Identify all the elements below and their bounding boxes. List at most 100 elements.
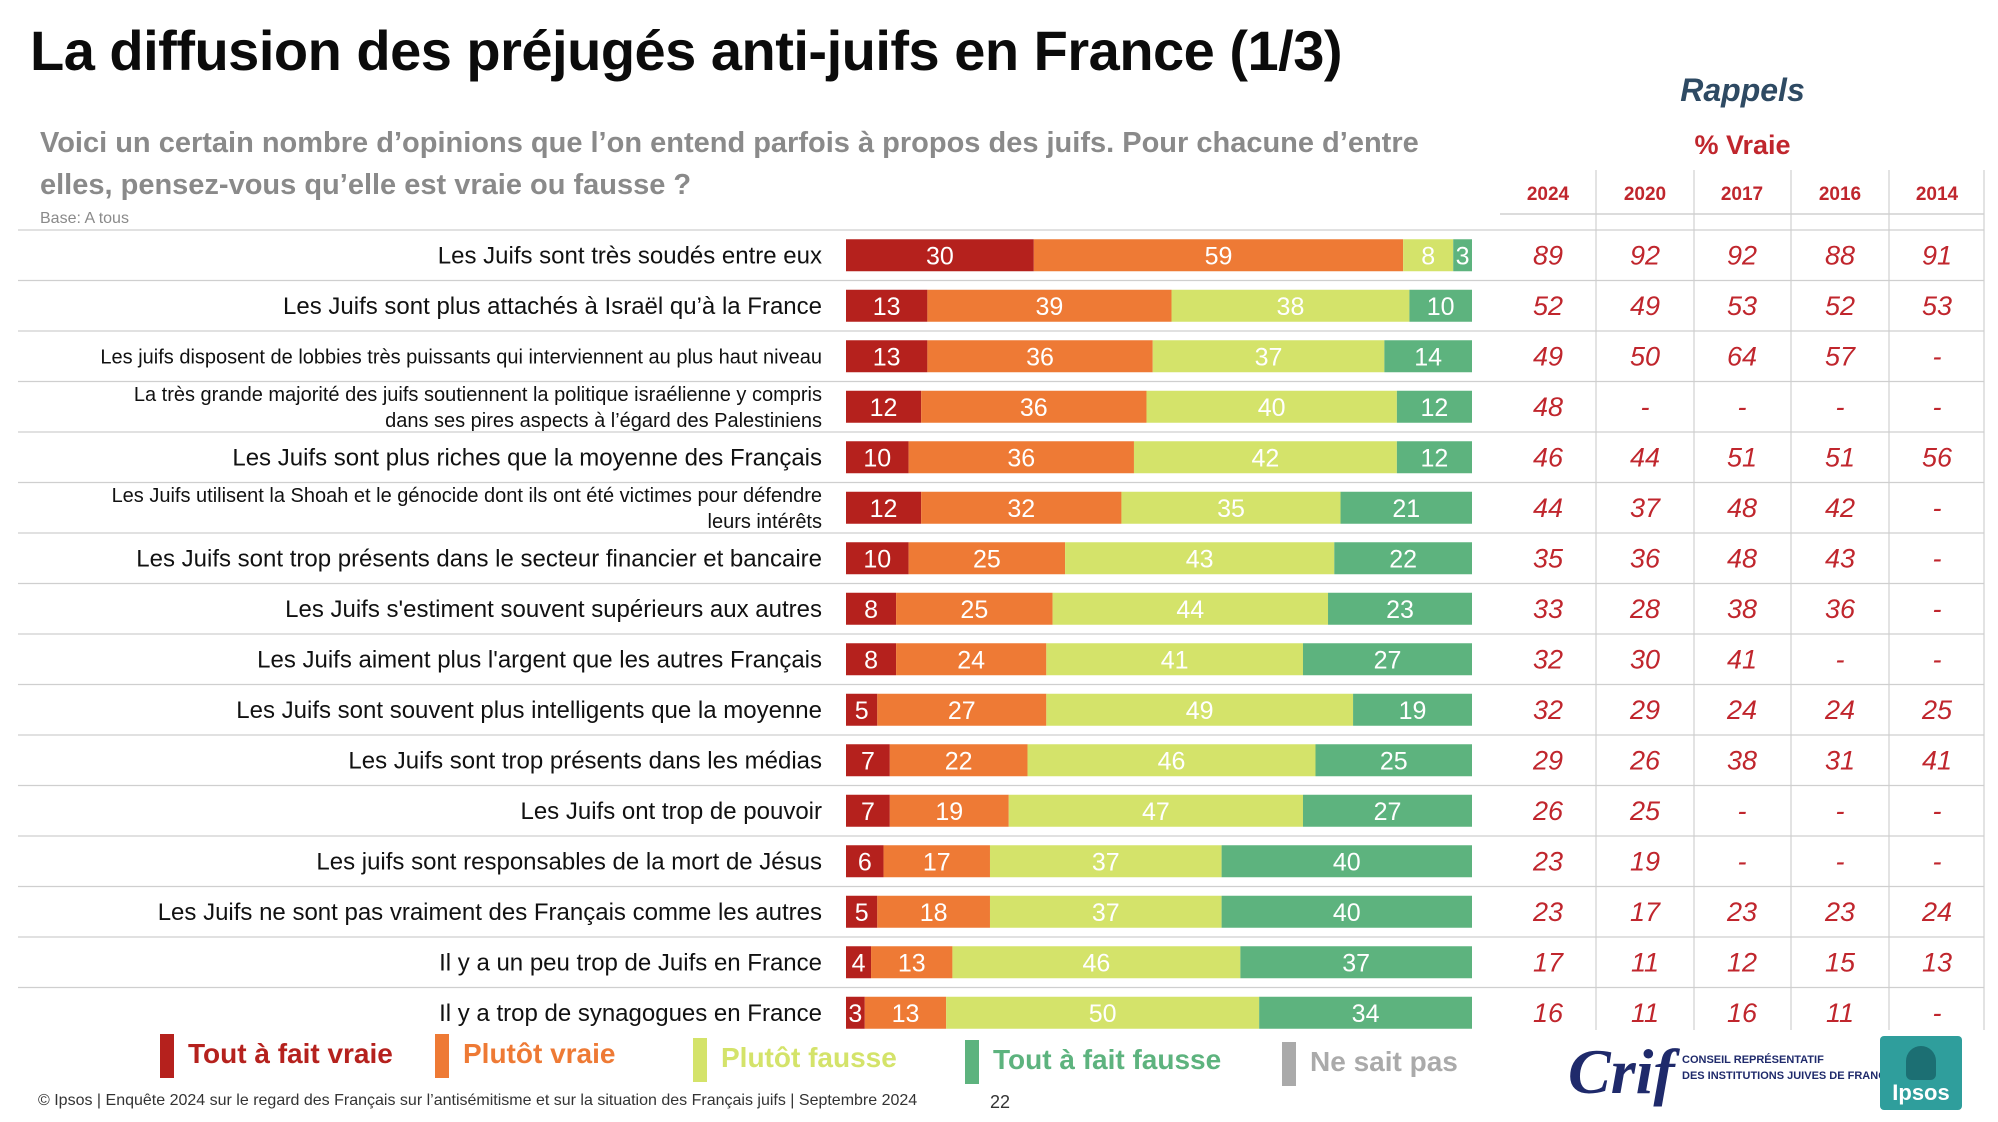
bar-segment: [846, 946, 872, 979]
category-label: La très grande majorité des juifs soutie…: [134, 384, 822, 406]
bar-segment: [896, 592, 1053, 625]
rappel-value-2017: 48: [1727, 493, 1757, 523]
rappel-value-2020: 49: [1630, 291, 1660, 321]
bar-value-label: 43: [1186, 545, 1214, 573]
rappel-value-2020: 25: [1629, 796, 1661, 826]
bar-segment: [889, 794, 1009, 827]
bar-value-label: 37: [1255, 343, 1283, 371]
bar-segment: [846, 289, 928, 322]
bar-value-label: 35: [1217, 495, 1245, 523]
bar-value-label: 27: [948, 697, 976, 725]
rappel-value-2017: 41: [1727, 644, 1757, 674]
bar-segment: [846, 794, 890, 827]
rappel-value-2016: -: [1836, 796, 1845, 826]
rappel-value-2017: 48: [1727, 543, 1757, 573]
rappel-value-2020: 36: [1630, 543, 1661, 573]
bar-value-label: 32: [1007, 495, 1035, 523]
crif-logo: Crif: [1568, 1036, 1675, 1107]
bar-segment: [846, 996, 865, 1029]
category-label: Il y a un peu trop de Juifs en France: [439, 950, 822, 977]
rappel-value-2024: 16: [1533, 998, 1564, 1028]
bar-segment: [989, 845, 1222, 878]
legend-swatch: [965, 1040, 979, 1084]
rappel-value-2024: 32: [1533, 644, 1563, 674]
rappel-value-2020: 92: [1630, 240, 1660, 270]
rappel-value-2020: 37: [1630, 493, 1661, 523]
rappel-value-2020: 29: [1629, 695, 1660, 725]
year-header-2017: 2017: [1721, 184, 1763, 205]
bar-segment: [989, 895, 1222, 928]
bar-segment: [1328, 592, 1472, 625]
bar-value-label: 39: [1036, 293, 1064, 321]
rappel-value-2014: 91: [1922, 240, 1952, 270]
bar-segment: [1046, 693, 1354, 726]
rappel-value-2016: -: [1836, 644, 1845, 674]
rappel-value-2017: -: [1738, 392, 1747, 422]
bar-segment: [1133, 441, 1397, 474]
bar-value-label: 19: [935, 798, 963, 826]
legend-swatch: [1282, 1042, 1296, 1086]
category-label: Les Juifs ont trop de pouvoir: [520, 798, 822, 825]
bar-segment: [1171, 289, 1410, 322]
rappel-value-2014: 56: [1922, 442, 1953, 472]
page-number: 22: [990, 1092, 1011, 1112]
bar-segment: [871, 946, 953, 979]
rappel-value-2016: 51: [1825, 442, 1855, 472]
category-label: Les Juifs aiment plus l'argent que les a…: [257, 647, 822, 674]
bar-value-label: 7: [861, 747, 875, 775]
bar-segment: [1027, 744, 1316, 777]
rappel-value-2016: 36: [1825, 594, 1856, 624]
bar-segment: [1152, 340, 1385, 373]
bar-value-label: 47: [1142, 798, 1170, 826]
rappel-value-2024: 29: [1532, 745, 1563, 775]
bar-value-label: 38: [1277, 293, 1305, 321]
rappel-value-2016: 24: [1824, 695, 1855, 725]
legend-label: Ne sait pas: [1310, 1046, 1458, 1077]
bar-segment: [846, 592, 897, 625]
bar-value-label: 24: [957, 646, 985, 674]
bar-value-label: 21: [1392, 495, 1420, 523]
bar-value-label: 34: [1352, 1000, 1380, 1028]
bar-value-label: 13: [873, 293, 901, 321]
bar-value-label: 5: [855, 697, 869, 725]
rappel-value-2014: 53: [1922, 291, 1952, 321]
pct-vraie-heading: % Vraie: [1694, 130, 1791, 160]
page-title: La diffusion des préjugés anti-juifs en …: [30, 19, 1343, 82]
bar-segment: [1396, 441, 1472, 474]
category-label: Il y a trop de synagogues en France: [439, 1000, 822, 1027]
bar-segment: [1334, 542, 1472, 575]
rappel-value-2017: -: [1738, 846, 1747, 876]
bar-segment: [846, 390, 922, 423]
rappel-value-2016: -: [1836, 392, 1845, 422]
footer-copyright: © Ipsos | Enquête 2024 sur le regard des…: [38, 1092, 918, 1109]
bar-value-label: 8: [864, 646, 878, 674]
rappel-value-2020: 19: [1630, 846, 1660, 876]
bar-value-label: 12: [870, 394, 898, 422]
bar-segment: [846, 542, 909, 575]
bar-segment: [927, 340, 1153, 373]
category-label: Les juifs disposent de lobbies très puis…: [100, 346, 822, 368]
category-label: Les juifs sont responsables de la mort d…: [316, 849, 822, 876]
bar-value-label: 12: [870, 495, 898, 523]
bar-segment: [1221, 845, 1472, 878]
bar-segment: [1240, 946, 1472, 979]
ipsos-logo-head: [1906, 1046, 1936, 1080]
bar-value-label: 12: [1421, 444, 1449, 472]
rappel-value-2016: 31: [1825, 745, 1855, 775]
bar-value-label: 42: [1252, 444, 1280, 472]
rappel-value-2014: -: [1933, 392, 1942, 422]
year-header-2024: 2024: [1527, 184, 1570, 205]
rappel-value-2017: 23: [1726, 897, 1757, 927]
bar-value-label: 5: [855, 899, 869, 927]
bar-segment: [952, 946, 1241, 979]
bar-segment: [889, 744, 1028, 777]
category-label: Les Juifs sont souvent plus intelligents…: [236, 697, 822, 724]
rappel-value-2020: 44: [1630, 442, 1660, 472]
rappel-value-2020: 30: [1630, 644, 1660, 674]
bar-value-label: 13: [898, 949, 926, 977]
bar-segment: [921, 491, 1122, 524]
bar-segment: [877, 693, 1047, 726]
bar-value-label: 10: [1427, 293, 1455, 321]
stacked-bar-chart: 2024 2020 2017 2016 2014 Les Juifs sont très …: [18, 170, 1985, 1030]
rappel-value-2014: -: [1933, 998, 1942, 1028]
